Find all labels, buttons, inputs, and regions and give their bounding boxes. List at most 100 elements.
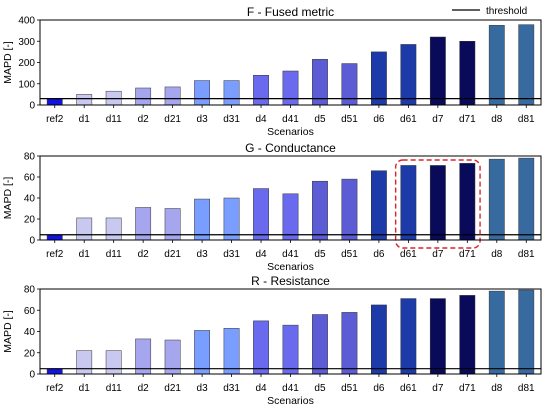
x-tick-label-d81: d81: [518, 114, 535, 125]
bar-d5: [312, 314, 328, 375]
x-tick-label-d8: d8: [491, 114, 503, 125]
chart-panel-3: R - Resistance ref2 d1 d11 d2 d21 d3 d31 d4 d41 d5…: [2, 274, 542, 407]
bar-d4: [253, 320, 269, 375]
bar-d7: [429, 298, 446, 375]
highlight-box: [394, 159, 481, 249]
bar-d1: [76, 350, 93, 375]
x-tick-label-d61: d61: [400, 383, 417, 394]
x-tick-label-d5: d5: [314, 383, 326, 394]
bar-d11: [105, 217, 122, 241]
x-tick-label-d71: d71: [459, 383, 476, 394]
x-tick-label-d21: d21: [164, 383, 181, 394]
x-tick-label-d71: d71: [459, 249, 476, 260]
chart-title: R - Resistance: [251, 274, 330, 288]
x-tick-label-d61: d61: [400, 249, 417, 260]
x-tick-label-d6: d6: [373, 383, 385, 394]
x-tick-label-ref2: ref2: [46, 249, 64, 260]
x-tick-label-d31: d31: [223, 383, 240, 394]
x-tick-label-d11: d11: [106, 114, 122, 125]
bar-d61: [400, 165, 417, 241]
chart-panel-1: F - Fused metric ref2 d1 d11 d2 d21 d3 d31 d4 d41…: [2, 5, 542, 138]
bar-d8: [488, 25, 505, 106]
x-tick-label-d4: d4: [255, 383, 267, 394]
y-tick-label-0: 0: [29, 101, 35, 112]
bar-d11: [105, 350, 122, 375]
bar-d3: [194, 198, 210, 241]
bar-d41: [282, 324, 299, 375]
bar-d41: [282, 193, 299, 241]
x-tick-label-d4: d4: [255, 114, 267, 125]
x-tick-label-d41: d41: [282, 114, 299, 125]
x-tick-label-d1: d1: [79, 249, 91, 260]
x-tick-label-d6: d6: [373, 114, 385, 125]
bar-d5: [312, 180, 328, 241]
x-tick-label-ref2: ref2: [46, 383, 64, 394]
bar-d7: [429, 36, 446, 106]
x-tick-label-d21: d21: [164, 114, 181, 125]
bar-d2: [135, 87, 152, 106]
x-tick-label-ref2: ref2: [46, 114, 64, 125]
bar-d31: [223, 328, 240, 375]
x-axis-label: Scenarios: [267, 126, 314, 138]
chart-title: F - Fused metric: [247, 5, 334, 19]
bar-d6: [371, 51, 387, 106]
y-tick-label-300: 300: [18, 37, 35, 48]
bar-d8: [488, 290, 505, 375]
y-tick-label-60: 60: [24, 173, 36, 184]
bar-ref2: [46, 368, 63, 375]
bar-d21: [164, 86, 181, 106]
bar-ref2: [46, 98, 63, 106]
y-tick-label-80: 80: [24, 152, 36, 163]
x-tick-label-d6: d6: [373, 249, 385, 260]
chart-title: G - Conductance: [245, 141, 336, 155]
bar-d7: [429, 165, 446, 241]
x-tick-label-d5: d5: [314, 114, 326, 125]
y-axis-label: MAPD [-]: [2, 41, 14, 84]
y-axis-label: MAPD [-]: [2, 310, 14, 353]
bar-d71: [459, 163, 476, 241]
x-tick-label-d21: d21: [164, 249, 181, 260]
x-tick-label-d2: d2: [138, 383, 150, 394]
x-tick-label-d71: d71: [459, 114, 476, 125]
x-tick-label-d1: d1: [79, 383, 91, 394]
y-tick-label-200: 200: [18, 58, 35, 69]
x-tick-label-d8: d8: [491, 249, 503, 260]
bar-ref2: [46, 234, 63, 241]
x-axis-label: Scenarios: [267, 395, 314, 407]
x-tick-label-d51: d51: [341, 249, 358, 260]
x-tick-label-d7: d7: [432, 383, 444, 394]
y-tick-label-100: 100: [18, 79, 35, 90]
x-tick-label-d8: d8: [491, 383, 503, 394]
y-tick-label-20: 20: [24, 348, 36, 359]
bar-d4: [253, 75, 269, 106]
bar-d81: [518, 289, 535, 375]
y-tick-label-20: 20: [24, 215, 36, 226]
bar-d31: [223, 80, 240, 106]
chart-panel-2: G - Conductance ref2 d1 d11 d2 d21 d3 d31 d4 d41 d…: [2, 141, 542, 273]
legend: threshold: [452, 6, 527, 17]
x-tick-label-d3: d3: [197, 114, 209, 125]
x-tick-label-d41: d41: [282, 383, 299, 394]
x-tick-label-d11: d11: [106, 383, 122, 394]
bar-d3: [194, 330, 210, 375]
x-tick-label-d81: d81: [518, 249, 535, 260]
bar-d8: [488, 158, 505, 241]
y-tick-label-0: 0: [29, 236, 35, 247]
y-tick-label-40: 40: [24, 194, 36, 205]
y-tick-label-80: 80: [24, 285, 36, 296]
y-tick-label-60: 60: [24, 306, 36, 317]
bar-d1: [76, 217, 93, 241]
bar-d71: [459, 41, 476, 106]
bar-d71: [459, 295, 476, 375]
bar-d3: [194, 80, 210, 106]
bar-d61: [400, 44, 417, 106]
x-tick-label-d4: d4: [255, 249, 267, 260]
legend-threshold-label: threshold: [486, 6, 527, 17]
x-tick-label-d11: d11: [106, 249, 122, 260]
y-tick-label-40: 40: [24, 327, 36, 338]
x-tick-label-d51: d51: [341, 114, 358, 125]
bar-d51: [341, 312, 358, 375]
x-tick-label-d2: d2: [138, 249, 150, 260]
